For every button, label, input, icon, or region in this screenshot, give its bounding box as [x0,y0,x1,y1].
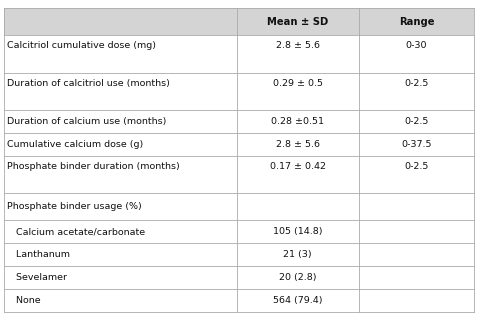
Text: 2.8 ± 5.6: 2.8 ± 5.6 [276,41,320,50]
Text: 0-2.5: 0-2.5 [404,162,429,171]
Text: Calcitriol cumulative dose (mg): Calcitriol cumulative dose (mg) [7,41,156,50]
Text: 0.17 ± 0.42: 0.17 ± 0.42 [270,162,326,171]
Text: 0-2.5: 0-2.5 [404,117,429,126]
Text: 564 (79.4): 564 (79.4) [273,296,323,305]
Text: 0-2.5: 0-2.5 [404,79,429,88]
Text: 21 (3): 21 (3) [283,250,312,259]
Text: 105 (14.8): 105 (14.8) [273,227,323,236]
Text: None: None [7,296,41,305]
Text: Sevelamer: Sevelamer [7,273,67,282]
Text: 0.29 ± 0.5: 0.29 ± 0.5 [273,79,323,88]
Text: 0.28 ±0.51: 0.28 ±0.51 [271,117,324,126]
Text: Duration of calcium use (months): Duration of calcium use (months) [7,117,166,126]
Text: Mean ± SD: Mean ± SD [267,16,328,27]
Text: 0-30: 0-30 [406,41,427,50]
Text: Cumulative calcium dose (g): Cumulative calcium dose (g) [7,140,143,149]
Text: Calcium acetate/carbonate: Calcium acetate/carbonate [7,227,145,236]
Text: Phosphate binder duration (months): Phosphate binder duration (months) [7,162,180,171]
Text: 0-37.5: 0-37.5 [401,140,432,149]
Text: 2.8 ± 5.6: 2.8 ± 5.6 [276,140,320,149]
Text: Lanthanum: Lanthanum [7,250,70,259]
Text: 20 (2.8): 20 (2.8) [279,273,316,282]
Bar [4,8,474,35]
Text: Range: Range [399,16,434,27]
Text: Phosphate binder usage (%): Phosphate binder usage (%) [7,202,142,211]
Text: Duration of calcitriol use (months): Duration of calcitriol use (months) [7,79,170,88]
